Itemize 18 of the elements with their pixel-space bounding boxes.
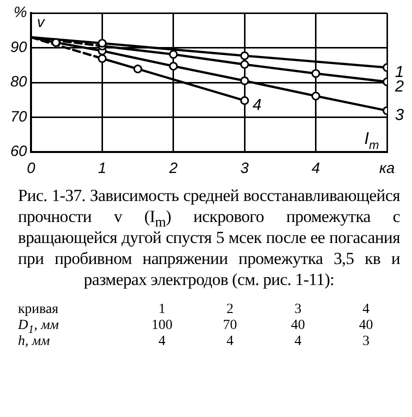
x-tick-label: 0: [26, 160, 36, 178]
text: D$_{1}$, мм 100 70 40 40: [18, 318, 373, 336]
x-tick-label: 1: [98, 160, 106, 178]
x-tick-label: 4: [312, 160, 320, 178]
series-label: 3: [395, 107, 404, 124]
x-tick-label: 2: [168, 160, 178, 178]
y-tick-label: 80: [10, 74, 28, 91]
y-tick-label: 60: [10, 143, 28, 160]
y-tick-label: 70: [10, 108, 28, 126]
y-tick-label: %: [14, 4, 27, 22]
y-tick-label: 90: [10, 38, 28, 56]
x-tick-label: 3: [240, 160, 250, 178]
text: кривая 1 2 3 4: [18, 302, 370, 317]
series-label: 4: [252, 97, 262, 114]
text: Рис. 1-37. Зависимость средней восстанавливающейся прочности v (I$_{m}$) искрового промежутка с вращающейся дугой спустя 5 мсек после ее погасания при пробивном напряжении промежутка 3,5 кв и размерах электродов (см. рис. 1-11):: [18, 185, 400, 290]
x-tick-label: ка: [379, 160, 395, 178]
y-axis-title: v: [37, 14, 46, 31]
text: h, мм 4 4 4 3: [18, 334, 370, 349]
